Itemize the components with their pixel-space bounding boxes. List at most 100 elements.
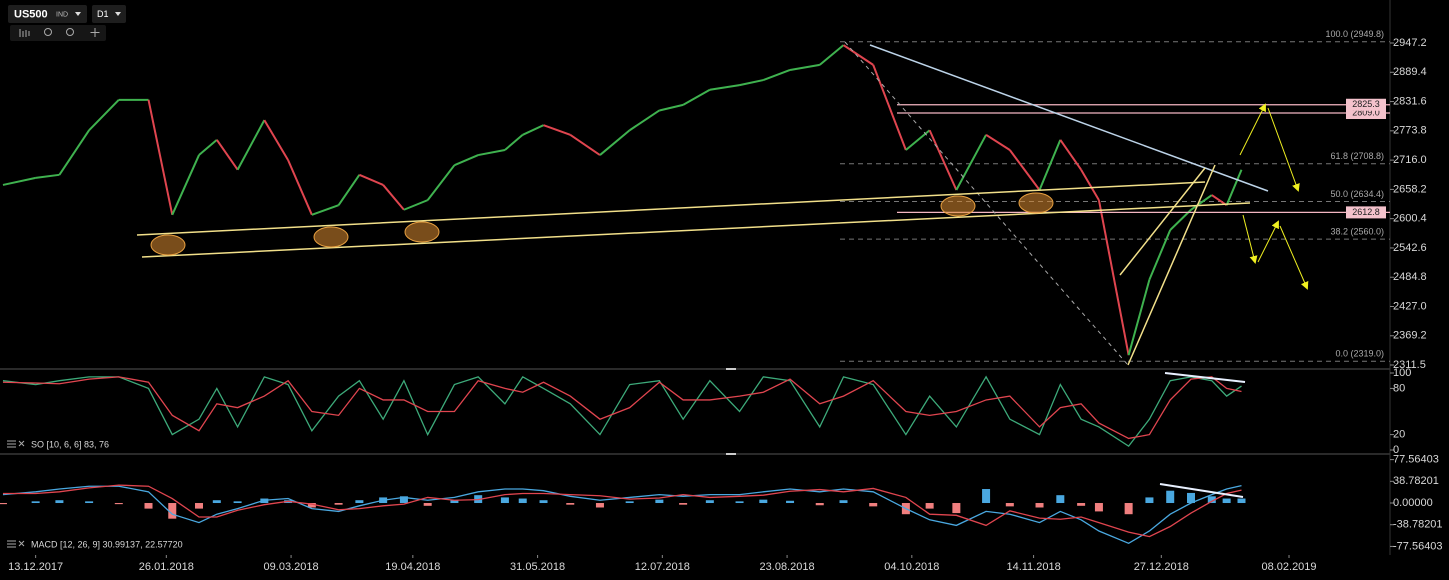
histogram-bar bbox=[1207, 496, 1216, 504]
histogram-bar bbox=[450, 500, 459, 504]
histogram-bar bbox=[1124, 503, 1133, 515]
price-label: 2612.8 bbox=[1352, 207, 1380, 217]
menu-icon[interactable] bbox=[7, 540, 16, 548]
menu-icon[interactable] bbox=[7, 440, 16, 448]
timeframe-selector[interactable] bbox=[92, 5, 126, 23]
trend-line bbox=[1119, 167, 1206, 276]
price-segment bbox=[1059, 139, 1082, 171]
arrow bbox=[1267, 107, 1300, 192]
x-tick-label: 14.11.2018 bbox=[1006, 561, 1060, 573]
histogram-bar bbox=[1094, 503, 1103, 512]
histogram-bar bbox=[85, 501, 94, 504]
arrow bbox=[1239, 103, 1266, 156]
price-segment bbox=[477, 149, 506, 157]
y-tick-label: 2369.2 bbox=[1393, 330, 1427, 342]
y-tick-label: 38.78201 bbox=[1393, 475, 1439, 487]
price-segment bbox=[358, 173, 384, 186]
indicator-line bbox=[2, 376, 1242, 440]
channel-line bbox=[136, 181, 1206, 236]
price-segment bbox=[504, 134, 524, 151]
histogram-bar bbox=[869, 503, 878, 507]
y-tick-label: 2947.2 bbox=[1393, 37, 1427, 49]
price-segment bbox=[311, 204, 339, 216]
histogram-bar bbox=[1187, 492, 1196, 504]
symbol: US500 bbox=[14, 8, 48, 20]
highlight-ellipse bbox=[313, 226, 349, 248]
histogram-bar bbox=[1166, 490, 1175, 504]
histogram-bar bbox=[168, 503, 177, 519]
indicator-line bbox=[2, 485, 1242, 545]
x-tick-label: 19.04.2018 bbox=[385, 561, 440, 573]
histogram-bar bbox=[144, 503, 153, 509]
histogram-bar bbox=[212, 500, 221, 504]
dropdown-icon bbox=[75, 12, 81, 16]
close-icon[interactable] bbox=[18, 540, 25, 547]
y-tick-label: 2716.0 bbox=[1393, 154, 1427, 166]
histogram-bar bbox=[1077, 503, 1086, 506]
histogram-bar bbox=[355, 500, 364, 504]
y-tick-label: 20 bbox=[1393, 429, 1405, 441]
histogram-bar bbox=[1222, 498, 1231, 504]
symbol-selector[interactable] bbox=[8, 5, 87, 23]
x-tick-label: 26.01.2018 bbox=[139, 561, 194, 573]
histogram-bar bbox=[655, 499, 664, 504]
zoom-out-icon[interactable] bbox=[44, 28, 52, 36]
histogram-bar bbox=[1005, 503, 1014, 507]
histogram-bar bbox=[539, 500, 548, 504]
price-segment bbox=[709, 84, 740, 91]
divergence-line bbox=[1159, 483, 1244, 498]
price-segment bbox=[198, 139, 218, 156]
dropdown-icon bbox=[115, 12, 121, 16]
y-tick-label: 2484.8 bbox=[1393, 271, 1427, 283]
price-segment bbox=[58, 129, 90, 176]
price-segment bbox=[1097, 199, 1130, 356]
histogram-bar bbox=[55, 500, 64, 504]
market: IND bbox=[56, 11, 68, 18]
fib-label: 61.8 (2708.8) bbox=[1330, 151, 1384, 161]
histogram-bar bbox=[982, 489, 991, 504]
price-segment bbox=[1080, 169, 1100, 201]
chart-type-icon[interactable] bbox=[19, 29, 30, 37]
y-tick-label: 2600.4 bbox=[1393, 213, 1427, 225]
divergence-line bbox=[1164, 372, 1246, 383]
histogram-bar bbox=[595, 503, 604, 508]
x-tick-label: 08.02.2019 bbox=[1261, 561, 1316, 573]
crosshair-icon[interactable] bbox=[90, 28, 100, 37]
price-segment bbox=[236, 119, 266, 171]
price-segment bbox=[842, 44, 874, 66]
histogram-bar bbox=[679, 503, 688, 505]
y-tick-label: 2773.8 bbox=[1393, 125, 1427, 137]
histogram-bar bbox=[1237, 498, 1246, 504]
zoom-in-icon[interactable] bbox=[66, 28, 74, 36]
fib-label: 38.2 (2560.0) bbox=[1330, 227, 1384, 237]
y-tick-label: 0 bbox=[1393, 444, 1399, 456]
price-segment bbox=[819, 44, 845, 66]
y-tick-label: 2831.6 bbox=[1393, 95, 1427, 107]
price-segment bbox=[955, 134, 987, 191]
price-segment bbox=[599, 129, 631, 156]
histogram-bar bbox=[1035, 503, 1044, 508]
price-segment bbox=[147, 99, 174, 216]
toolbar: US500 IND D1 bbox=[8, 5, 126, 41]
price-segment bbox=[1225, 169, 1243, 206]
highlight-ellipse bbox=[404, 221, 440, 243]
highlight-ellipse bbox=[150, 234, 186, 256]
y-tick-label: -38.78201 bbox=[1393, 519, 1443, 531]
histogram-bar bbox=[307, 503, 316, 508]
price-segment bbox=[403, 199, 429, 211]
plot-area: 2947.2 2889.4 2831.6 2773.8 2716.0 2658.2 2600… bbox=[0, 29, 1443, 573]
close-icon[interactable] bbox=[18, 440, 25, 447]
channel-line bbox=[141, 202, 1251, 258]
timeframe: D1 bbox=[97, 9, 109, 19]
x-tick-label: 23.08.2018 bbox=[760, 561, 815, 573]
price-segment bbox=[543, 124, 571, 136]
arrow bbox=[1257, 220, 1279, 263]
y-tick-label: 2658.2 bbox=[1393, 183, 1427, 195]
histogram-bar bbox=[114, 503, 123, 505]
histogram-bar bbox=[399, 496, 408, 504]
x-tick-label: 27.12.2018 bbox=[1134, 561, 1189, 573]
price-label: 2809.0 bbox=[1352, 107, 1380, 117]
price-segment bbox=[1169, 209, 1192, 231]
